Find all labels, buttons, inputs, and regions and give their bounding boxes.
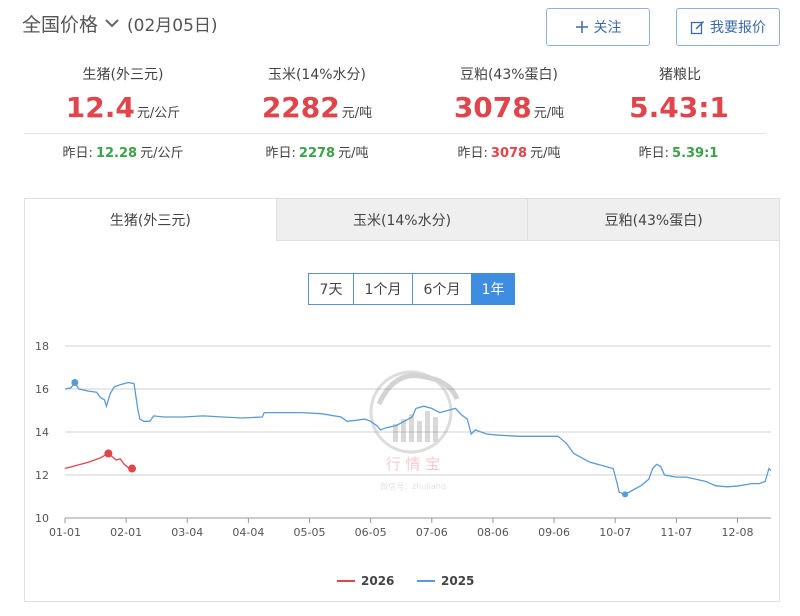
x-tick-label: 02-01	[110, 526, 142, 539]
metric-unit: 元/公斤	[136, 106, 181, 121]
range-6m-button[interactable]: 6个月	[412, 273, 472, 305]
watermark: 行 情 宝 微信号：zhujiahq	[369, 370, 460, 491]
yesterday-value: 3078	[490, 146, 528, 161]
x-tick-label: 07-06	[416, 526, 448, 539]
point-marker-2025-low	[622, 491, 629, 498]
x-tick-label: 01-01	[49, 526, 81, 539]
metric-yesterday: 昨日: 2278 元/吨	[265, 146, 369, 161]
x-tick-label: 12-08	[721, 526, 753, 539]
x-tick-label: 06-05	[355, 526, 387, 539]
tab-corn[interactable]: 玉米(14%水分)	[275, 199, 528, 241]
tab-bar: 生猪(外三元) 玉米(14%水分) 豆粕(43%蛋白)	[25, 199, 780, 241]
chart-panel: 生猪(外三元) 玉米(14%水分) 豆粕(43%蛋白) 7天 1个月 6个月 1…	[24, 198, 780, 602]
header: 全国价格 (02月05日)	[22, 8, 218, 38]
metric-divider	[594, 133, 766, 134]
legend: 2026 2025	[337, 574, 474, 588]
date-label: (02月05日)	[127, 15, 218, 36]
metric-value: 2282	[261, 91, 340, 124]
yesterday-value: 12.28	[95, 146, 138, 161]
follow-button-label: 关注	[593, 20, 622, 36]
y-tick-label: 16	[35, 383, 49, 396]
yesterday-value: 5.39:1	[672, 146, 719, 161]
x-tick-label: 11-07	[660, 526, 692, 539]
tab-soymeal[interactable]: 豆粕(43%蛋白)	[527, 199, 780, 241]
y-tick-label: 10	[35, 512, 49, 525]
plus-icon	[575, 21, 588, 33]
watermark-logo-icon	[376, 373, 460, 406]
y-axis-ticks: 10 12 14 16 18	[35, 340, 49, 525]
metric-card-hog-grain-ratio: 猪粮比 5.43:1 昨日: 5.39:1	[594, 64, 766, 164]
metric-divider	[410, 133, 608, 134]
metric-card-soymeal: 豆粕(43%蛋白) 3078 元/吨 昨日: 3078 元/吨	[410, 64, 608, 164]
metric-unit: 元/吨	[533, 106, 565, 121]
metric-divider	[24, 133, 222, 134]
quote-button-label: 我要报价	[710, 20, 766, 36]
watermark-sub: 微信号：zhujiahq	[380, 481, 446, 491]
x-tick-label: 05-05	[294, 526, 326, 539]
metric-label: 猪粮比	[659, 67, 701, 83]
metric-card-hog: 生猪(外三元) 12.4 元/公斤 昨日: 12.28 元/公斤	[24, 64, 222, 164]
legend-label: 2026	[361, 574, 394, 588]
metric-card-corn: 玉米(14%水分) 2282 元/吨 昨日: 2278 元/吨	[218, 64, 416, 164]
x-axis-ticks: 01-01 02-01 03-04 04-04 05-05 06-05 07-06 08-06…	[49, 517, 771, 539]
price-line-chart: 10 12 14 16 18 01-01 02-01 03-04 04-04 05-05 06-0…	[35, 340, 772, 588]
metric-yesterday: 昨日: 5.39:1	[638, 146, 719, 161]
series-line-2025	[64, 381, 772, 496]
point-marker-2025-start	[71, 379, 79, 387]
point-marker-2026-peak	[104, 449, 113, 458]
edit-icon	[690, 20, 705, 34]
x-tick-label: 03-04	[171, 526, 203, 539]
legend-label: 2025	[441, 574, 474, 588]
metric-value: 5.43:1	[629, 91, 729, 124]
metric-label: 生猪(外三元)	[82, 67, 164, 83]
series-lines	[64, 379, 772, 498]
tab-hog[interactable]: 生猪(外三元)	[25, 199, 276, 241]
watermark-name: 行 情 宝	[386, 455, 441, 473]
range-1y-button[interactable]: 1年	[471, 273, 515, 305]
metric-label: 豆粕(43%蛋白)	[459, 67, 559, 83]
x-tick-label: 09-06	[538, 526, 570, 539]
region-title[interactable]: 全国价格	[22, 13, 99, 36]
yesterday-value: 2278	[298, 146, 336, 161]
range-7d-button[interactable]: 7天	[308, 273, 354, 305]
metric-label: 玉米(14%水分)	[267, 67, 367, 83]
y-tick-label: 12	[35, 469, 49, 482]
metric-unit: 元/吨	[341, 106, 373, 121]
x-tick-label: 04-04	[232, 526, 264, 539]
quote-button[interactable]: 我要报价	[676, 8, 780, 46]
y-tick-label: 14	[35, 426, 49, 439]
point-marker-2026-last	[128, 464, 137, 473]
chevron-down-icon[interactable]	[101, 12, 123, 34]
y-tick-label: 18	[35, 340, 49, 353]
metric-divider	[218, 133, 416, 134]
range-1m-button[interactable]: 1个月	[353, 273, 413, 305]
metric-yesterday: 昨日: 3078 元/吨	[457, 146, 561, 161]
x-tick-label: 08-06	[477, 526, 509, 539]
x-tick-label: 10-07	[599, 526, 631, 539]
range-selector: 7天 1个月 6个月 1年	[308, 273, 515, 305]
metric-value: 12.4	[65, 91, 135, 124]
watermark-logo-icon	[369, 370, 453, 454]
metric-value: 3078	[453, 91, 532, 124]
series-line-2026	[64, 452, 133, 470]
metric-yesterday: 昨日: 12.28 元/公斤	[62, 146, 184, 161]
follow-button[interactable]: 关注	[546, 8, 650, 46]
